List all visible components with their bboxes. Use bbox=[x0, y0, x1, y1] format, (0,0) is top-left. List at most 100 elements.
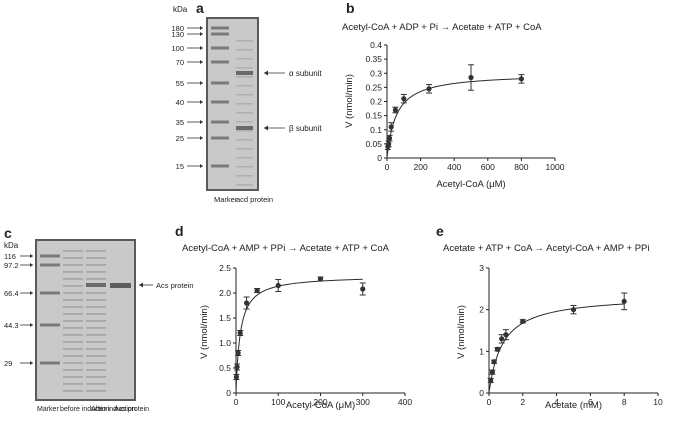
lysate-band-c bbox=[86, 327, 106, 329]
marker-band-a bbox=[211, 32, 229, 36]
panel-d-letter: d bbox=[175, 223, 184, 239]
subunit-arrowhead-a bbox=[264, 125, 268, 131]
y-axis-label: V (nmol/min) bbox=[199, 305, 210, 359]
panel-b-letter: b bbox=[346, 0, 355, 16]
lysate-band-c bbox=[63, 313, 83, 315]
marker-label-a: 180 bbox=[171, 24, 184, 33]
marker-label-a: 70 bbox=[176, 58, 184, 67]
y-tick-label: 0.2 bbox=[370, 97, 382, 107]
y-tick-label: 0 bbox=[377, 153, 382, 163]
marker-band-c bbox=[40, 323, 60, 327]
acs-arrowhead-c bbox=[139, 282, 143, 288]
marker-label-c: 116 bbox=[4, 252, 16, 261]
subunit-label-a: α subunit bbox=[289, 69, 322, 78]
lysate-band-c bbox=[86, 313, 106, 315]
panel-e-letter: e bbox=[436, 223, 444, 239]
lysate-band-c bbox=[63, 341, 83, 343]
y-tick-label: 0.1 bbox=[370, 125, 382, 135]
lysate-band-c bbox=[63, 362, 83, 364]
y-tick-label: 1.5 bbox=[219, 313, 231, 323]
subunit-band-a bbox=[236, 71, 253, 75]
marker-band-c bbox=[40, 361, 60, 365]
x-tick-label: 10 bbox=[653, 397, 663, 407]
marker-arrowhead-a bbox=[200, 164, 203, 168]
marker-band-a bbox=[211, 120, 229, 124]
lysate-band-c bbox=[86, 334, 106, 336]
lysate-band-c bbox=[63, 376, 83, 378]
data-point bbox=[233, 374, 240, 380]
marker-band-a bbox=[211, 46, 229, 50]
lysate-band-c bbox=[86, 390, 106, 392]
data-point bbox=[235, 350, 241, 356]
fit-curve bbox=[488, 303, 625, 394]
lysate-band-c bbox=[63, 327, 83, 329]
y-tick-label: 2.5 bbox=[219, 263, 231, 273]
x-axis-label: Acetate (mM) bbox=[545, 400, 602, 411]
acs-band-c bbox=[110, 283, 131, 288]
faint-band-a bbox=[236, 76, 253, 78]
data-point bbox=[518, 76, 525, 82]
x-tick-label: 200 bbox=[313, 397, 327, 407]
marker-label-c: 44.3 bbox=[4, 321, 19, 330]
marker-band-a bbox=[211, 60, 229, 64]
panel-a-letter: a bbox=[196, 0, 204, 16]
data-point bbox=[426, 86, 432, 92]
marker-arrowhead-a bbox=[200, 120, 203, 124]
faint-band-a bbox=[236, 58, 253, 60]
x-tick-label: 200 bbox=[414, 162, 428, 172]
marker-arrowhead-c bbox=[30, 361, 33, 365]
lysate-band-c bbox=[86, 257, 106, 259]
lysate-band-c bbox=[86, 369, 106, 371]
lysate-band-c bbox=[63, 320, 83, 322]
lysate-band-c bbox=[63, 369, 83, 371]
acs-label-c: Acs protein bbox=[156, 281, 194, 290]
panel-d-title: Acetyl-CoA + AMP + PPi → Acetate + ATP +… bbox=[182, 243, 390, 254]
lysate-band-c bbox=[63, 334, 83, 336]
lysate-band-c bbox=[86, 306, 106, 308]
faint-band-a bbox=[236, 139, 253, 141]
faint-band-a bbox=[236, 130, 253, 132]
marker-label-a: 130 bbox=[171, 30, 184, 39]
data-point bbox=[386, 141, 392, 147]
faint-band-a bbox=[236, 175, 253, 177]
faint-band-a bbox=[236, 94, 253, 96]
faint-band-a bbox=[236, 166, 253, 168]
induced-band-c bbox=[86, 283, 106, 287]
lysate-band-c bbox=[86, 348, 106, 350]
y-tick-label: 0 bbox=[226, 388, 231, 398]
lane-label-acd-protein: acd protein bbox=[236, 195, 273, 204]
marker-label-a: 25 bbox=[176, 134, 184, 143]
data-point bbox=[621, 298, 627, 304]
lysate-band-c bbox=[86, 320, 106, 322]
faint-band-a bbox=[236, 148, 253, 150]
y-tick-label: 0 bbox=[479, 388, 484, 398]
marker-arrowhead-a bbox=[200, 100, 203, 104]
data-point bbox=[388, 124, 394, 130]
data-point bbox=[360, 286, 366, 292]
data-point bbox=[386, 135, 393, 141]
lysate-band-c bbox=[63, 264, 83, 266]
lysate-band-c bbox=[86, 264, 106, 266]
lysate-band-c bbox=[86, 299, 106, 301]
y-tick-label: 2 bbox=[479, 305, 484, 315]
x-tick-label: 600 bbox=[481, 162, 495, 172]
y-tick-label: 0.4 bbox=[370, 40, 382, 50]
data-point bbox=[392, 107, 398, 113]
lysate-band-c bbox=[63, 257, 83, 259]
marker-label-a: 55 bbox=[176, 79, 184, 88]
marker-arrowhead-a bbox=[200, 60, 203, 64]
subunit-band-a bbox=[236, 126, 253, 130]
data-point bbox=[401, 96, 407, 102]
data-point bbox=[570, 307, 577, 313]
lysate-band-c bbox=[86, 383, 106, 385]
marker-label-c: 97.2 bbox=[4, 261, 19, 270]
x-tick-label: 100 bbox=[271, 397, 285, 407]
marker-arrowhead-a bbox=[200, 32, 203, 36]
lysate-band-c bbox=[86, 355, 106, 357]
data-point bbox=[494, 346, 501, 352]
y-tick-label: 1.0 bbox=[219, 338, 231, 348]
x-tick-label: 0 bbox=[234, 397, 239, 407]
